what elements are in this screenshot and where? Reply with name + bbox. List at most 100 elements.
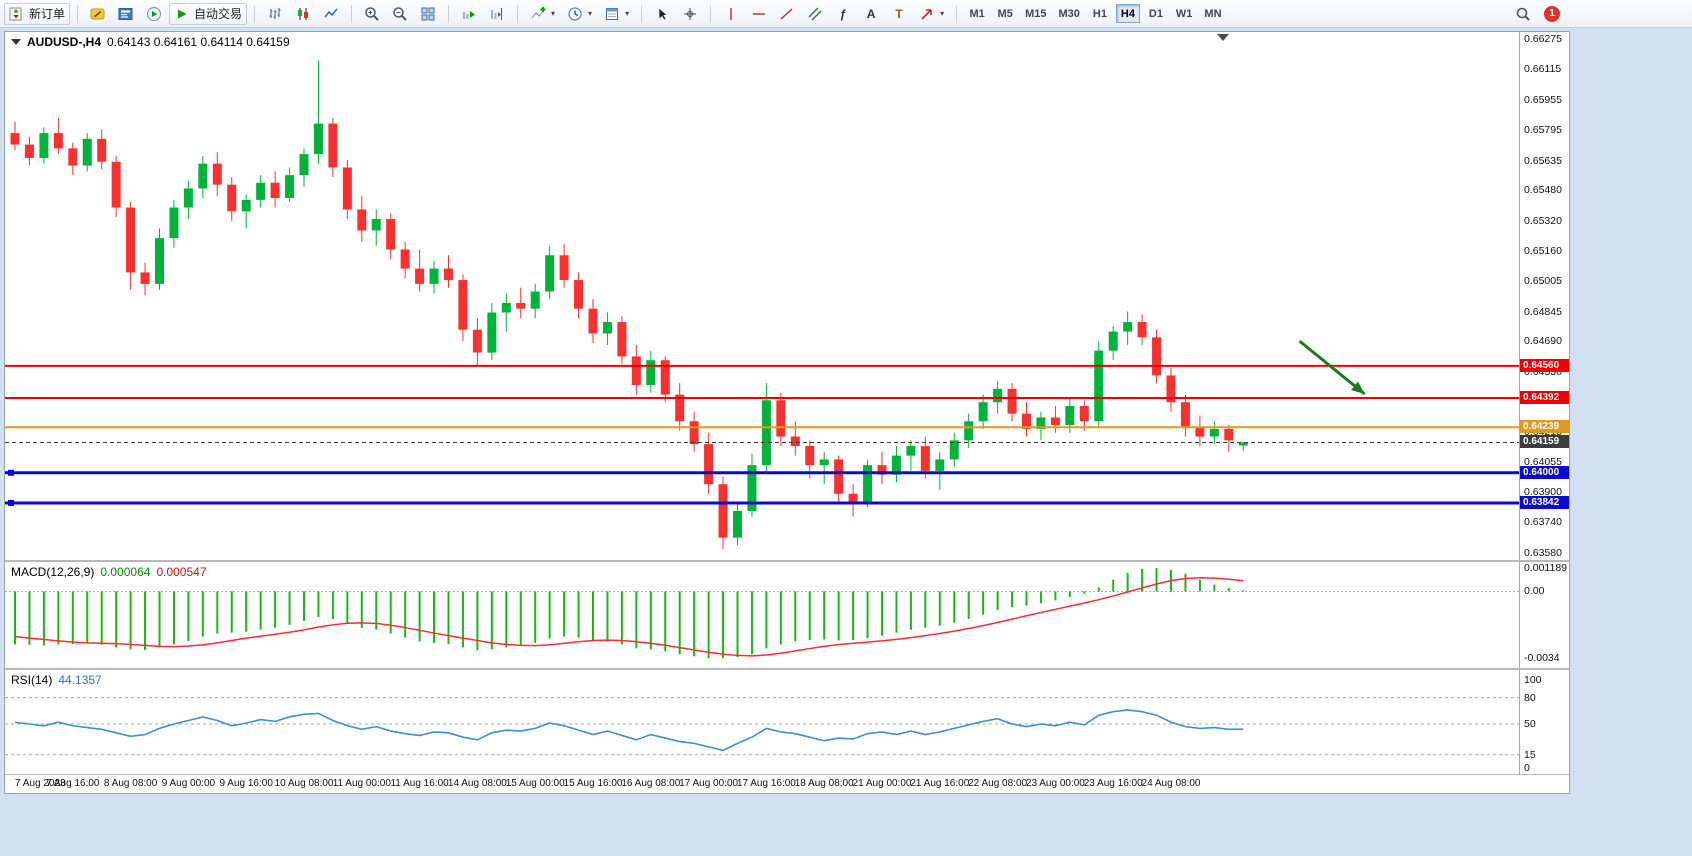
time-axis-label: 9 Aug 00:00 — [161, 778, 216, 789]
zoom-out-icon — [392, 6, 408, 22]
auto-scroll-button[interactable] — [456, 3, 482, 25]
chart-symbol-period: AUDUSD-,H4 — [27, 35, 102, 49]
fibonacci-tool-button[interactable]: ƒ — [830, 3, 856, 25]
time-axis-label: 21 Aug 16:00 — [910, 778, 970, 789]
rsi-name: RSI(14) — [11, 673, 53, 687]
fibonacci-icon: ƒ — [839, 6, 847, 21]
timeframe-h4[interactable]: H4 — [1115, 4, 1140, 23]
one-click-trading-arrow-icon[interactable] — [11, 39, 21, 45]
axis-tick-label: 0.66115 — [1524, 63, 1562, 76]
timeframe-w1[interactable]: W1 — [1172, 4, 1197, 23]
chart-window: AUDUSD-,H4 0.64143 0.64161 0.64114 0.641… — [4, 31, 1570, 794]
candlestick-chart-button[interactable] — [290, 3, 316, 25]
crosshair-button[interactable] — [677, 3, 703, 25]
new-order-icon — [9, 6, 25, 22]
timeframe-m15[interactable]: M15 — [1021, 4, 1050, 23]
timeframe-m30[interactable]: M30 — [1055, 4, 1084, 23]
time-axis-label: 16 Aug 08:00 — [621, 778, 681, 789]
line-chart-button[interactable] — [318, 3, 344, 25]
zoom-in-button[interactable] — [359, 3, 385, 25]
macd-indicator-panel: MACD(12,26,9) 0.000064 0.000547 0.001189… — [5, 562, 1569, 670]
macd-plot[interactable] — [5, 562, 1521, 668]
tile-windows-button[interactable] — [415, 3, 441, 25]
vertical-line-tool-button[interactable] — [718, 3, 744, 25]
periods-button[interactable]: ▾ — [562, 3, 597, 25]
price-line-flag: 0.64392 — [1520, 390, 1569, 404]
autotrading-button[interactable]: 自动交易 — [169, 2, 248, 25]
indicators-button[interactable]: ▾ — [525, 3, 560, 25]
toolbar-separator — [351, 4, 353, 23]
toolbar-separator — [254, 4, 256, 23]
time-axis[interactable]: 7 Aug 2023 7 Aug 16:00 8 Aug 08:00 9 Aug 00… — [5, 775, 1569, 793]
axis-tick-label: 0.63900 — [1524, 485, 1562, 498]
horizontal-line-tool-button[interactable] — [746, 3, 772, 25]
terminal-icon — [118, 6, 134, 22]
axis-tick-label: 0.00 — [1524, 585, 1545, 598]
price-line-flag: 0.64000 — [1520, 465, 1569, 479]
rsi-indicator-panel: RSI(14) 44.1357 100 80 50 15 0 — [5, 670, 1569, 775]
axis-tick-label: 80 — [1524, 691, 1536, 704]
price-axis[interactable]: 0.66275 0.66115 0.65955 0.65795 0.65635 0.654… — [1519, 32, 1569, 560]
time-axis-label: 9 Aug 16:00 — [219, 778, 273, 789]
notification-badge[interactable]: 1 — [1544, 5, 1560, 22]
text-tool-button[interactable]: A — [858, 3, 884, 25]
time-axis-label: 15 Aug 16:00 — [563, 778, 623, 789]
rsi-axis[interactable]: 100 80 50 15 0 — [1519, 670, 1569, 774]
search-button[interactable] — [1510, 3, 1536, 25]
rsi-title: RSI(14) 44.1357 — [11, 673, 102, 687]
terminal-button[interactable] — [113, 3, 139, 25]
macd-axis[interactable]: 0.001189 0.00 -0.0034 — [1519, 562, 1569, 668]
chart-shift-button[interactable] — [484, 3, 510, 25]
bar-chart-button[interactable] — [262, 3, 288, 25]
arrows-tool-button[interactable]: ▾ — [914, 3, 949, 25]
time-axis-label: 10 Aug 08:00 — [274, 778, 334, 789]
price-line-flag: 0.63842 — [1520, 495, 1569, 509]
timeframe-mn[interactable]: MN — [1200, 4, 1225, 23]
trendline-tool-button[interactable] — [774, 3, 800, 25]
axis-tick-label: 0.66275 — [1524, 32, 1562, 45]
main-chart-panel: AUDUSD-,H4 0.64143 0.64161 0.64114 0.641… — [5, 32, 1569, 562]
cursor-arrow-icon — [654, 6, 670, 22]
toolbar-separator — [641, 4, 643, 23]
rsi-plot[interactable] — [5, 670, 1521, 774]
timeframe-h1[interactable]: H1 — [1088, 4, 1112, 23]
toolbar-separator — [710, 4, 712, 23]
chevron-down-icon: ▾ — [625, 9, 630, 18]
chevron-down-icon: ▾ — [551, 9, 556, 18]
chart-shift-marker[interactable] — [1217, 34, 1229, 41]
channel-tool-button[interactable] — [802, 3, 828, 25]
axis-tick-label: 0 — [1524, 762, 1530, 774]
timeframe-d1[interactable]: D1 — [1144, 4, 1168, 23]
line-chart-icon — [323, 6, 339, 22]
timeframe-m1[interactable]: M1 — [965, 4, 989, 23]
time-axis-label: 21 Aug 00:00 — [852, 778, 912, 789]
zoom-out-button[interactable] — [387, 3, 413, 25]
trendline-icon — [779, 6, 795, 22]
search-icon — [1515, 6, 1531, 22]
cursor-button[interactable] — [649, 3, 675, 25]
candlestick-chart-icon — [295, 6, 311, 22]
channel-icon — [807, 6, 823, 22]
price-line-flag: 0.64159 — [1520, 435, 1569, 449]
axis-tick-label: -0.0034 — [1524, 652, 1560, 665]
axis-tick-label: 0.65955 — [1524, 93, 1562, 106]
strategy-tester-button[interactable] — [141, 3, 167, 25]
timeframe-m5[interactable]: M5 — [993, 4, 1017, 23]
axis-tick-label: 15 — [1524, 748, 1536, 761]
time-axis-label: 22 Aug 08:00 — [968, 778, 1028, 789]
time-axis-label: 17 Aug 00:00 — [679, 778, 739, 789]
templates-button[interactable]: ▾ — [599, 3, 634, 25]
axis-tick-label: 0.001189 — [1524, 562, 1568, 575]
toolbar-separator — [956, 4, 958, 23]
chevron-down-icon: ▾ — [588, 9, 593, 18]
metaeditor-button[interactable] — [85, 3, 111, 25]
time-axis-label: 7 Aug 16:00 — [46, 778, 100, 789]
axis-tick-label: 0.65795 — [1524, 124, 1562, 137]
periods-clock-icon — [567, 6, 583, 22]
new-order-button[interactable]: 新订单 — [4, 2, 71, 25]
candlestick-plot[interactable] — [5, 32, 1521, 560]
vertical-line-icon — [723, 6, 739, 22]
auto-scroll-icon — [461, 6, 477, 22]
text-label-tool-button[interactable]: T — [886, 3, 912, 25]
